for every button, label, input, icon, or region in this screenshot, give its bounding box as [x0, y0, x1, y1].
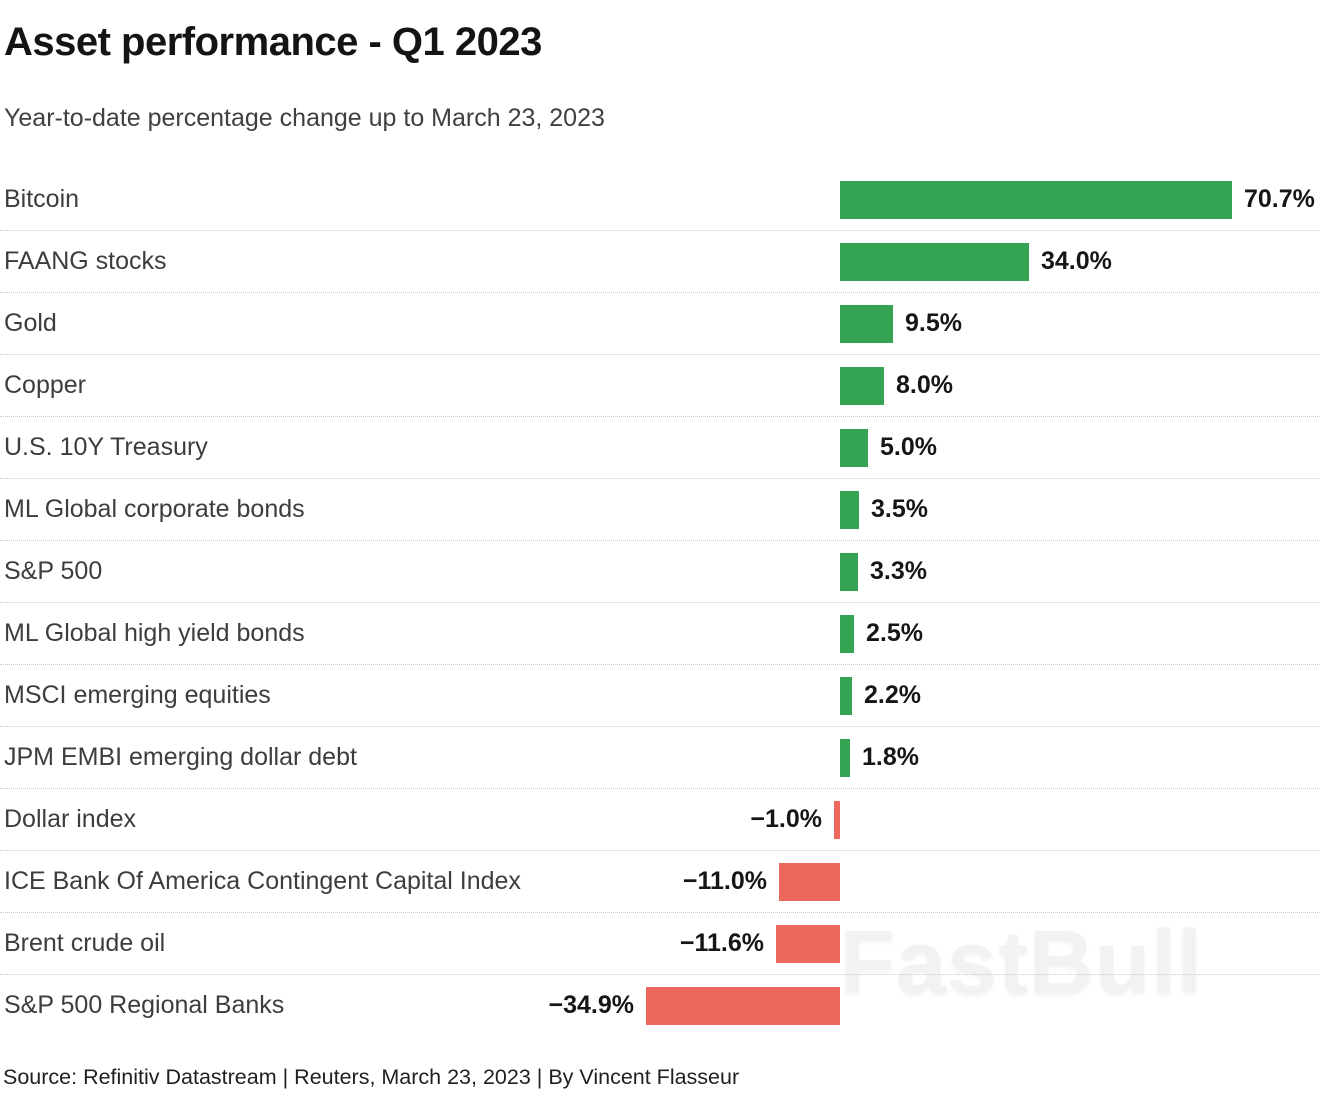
bar-chart: Bitcoin 70.7% FAANG stocks 34.0% Gold 9.5% Cop…	[0, 169, 1320, 1037]
chart-row: ML Global corporate bonds 3.5%	[0, 479, 1320, 541]
chart-row: MSCI emerging equities 2.2%	[0, 665, 1320, 727]
negative-bar	[834, 800, 840, 839]
category-label: MSCI emerging equities	[4, 681, 271, 709]
value-label: 1.8%	[862, 743, 919, 771]
chart-row: JPM EMBI emerging dollar debt 1.8%	[0, 727, 1320, 789]
value-label: 2.5%	[866, 619, 923, 647]
positive-bar	[840, 490, 859, 529]
value-label: 8.0%	[896, 371, 953, 399]
value-label: 9.5%	[905, 309, 962, 337]
chart-row: Brent crude oil −11.6%	[0, 913, 1320, 975]
chart-row: Dollar index −1.0%	[0, 789, 1320, 851]
value-label: 3.3%	[870, 557, 927, 585]
category-label: JPM EMBI emerging dollar debt	[4, 743, 357, 771]
negative-bar	[646, 987, 840, 1025]
value-label: 5.0%	[880, 433, 937, 461]
chart-title: Asset performance - Q1 2023	[4, 20, 542, 64]
category-label: Copper	[4, 371, 86, 399]
category-label: Bitcoin	[4, 185, 80, 213]
positive-bar	[840, 180, 1232, 219]
positive-bar	[840, 614, 854, 653]
positive-bar	[840, 366, 884, 405]
chart-row: ICE Bank Of America Contingent Capital I…	[0, 851, 1320, 913]
category-label: FAANG stocks	[4, 247, 167, 275]
negative-bar	[779, 862, 840, 901]
negative-bar	[776, 924, 840, 963]
value-label: 2.2%	[864, 681, 921, 709]
chart-row: Bitcoin 70.7%	[0, 169, 1320, 231]
category-label: ICE Bank Of America Contingent Capital I…	[4, 867, 521, 895]
category-label: ML Global corporate bonds	[4, 495, 305, 523]
value-label: 34.0%	[1041, 247, 1112, 275]
category-label: S&P 500 Regional Banks	[4, 991, 285, 1019]
chart-row: Gold 9.5%	[0, 293, 1320, 355]
value-label: 70.7%	[1244, 185, 1315, 213]
chart-row: Copper 8.0%	[0, 355, 1320, 417]
category-label: S&P 500	[4, 557, 103, 585]
positive-bar	[840, 304, 893, 343]
category-label: Brent crude oil	[4, 929, 166, 957]
category-label: Gold	[4, 309, 57, 337]
chart-row: FAANG stocks 34.0%	[0, 231, 1320, 293]
category-label: Dollar index	[4, 805, 137, 833]
positive-bar	[840, 242, 1029, 281]
chart-row: U.S. 10Y Treasury 5.0%	[0, 417, 1320, 479]
watermark: FastBull	[840, 913, 1204, 1013]
chart-row: ML Global high yield bonds 2.5%	[0, 603, 1320, 665]
value-label: −11.0%	[682, 867, 767, 895]
chart-subtitle: Year-to-date percentage change up to Mar…	[4, 104, 605, 132]
category-label: U.S. 10Y Treasury	[4, 433, 208, 461]
chart-row: S&P 500 Regional Banks −34.9%	[0, 975, 1320, 1037]
value-label: −11.6%	[679, 929, 764, 957]
positive-bar	[840, 676, 852, 715]
value-label: −1.0%	[750, 805, 822, 833]
chart-row: S&P 500 3.3%	[0, 541, 1320, 603]
source-note: Source: Refinitiv Datastream | Reuters, …	[3, 1065, 740, 1089]
positive-bar	[840, 552, 858, 591]
positive-bar	[840, 428, 868, 467]
category-label: ML Global high yield bonds	[4, 619, 305, 647]
value-label: 3.5%	[871, 495, 928, 523]
positive-bar	[840, 738, 850, 777]
value-label: −34.9%	[548, 991, 635, 1019]
